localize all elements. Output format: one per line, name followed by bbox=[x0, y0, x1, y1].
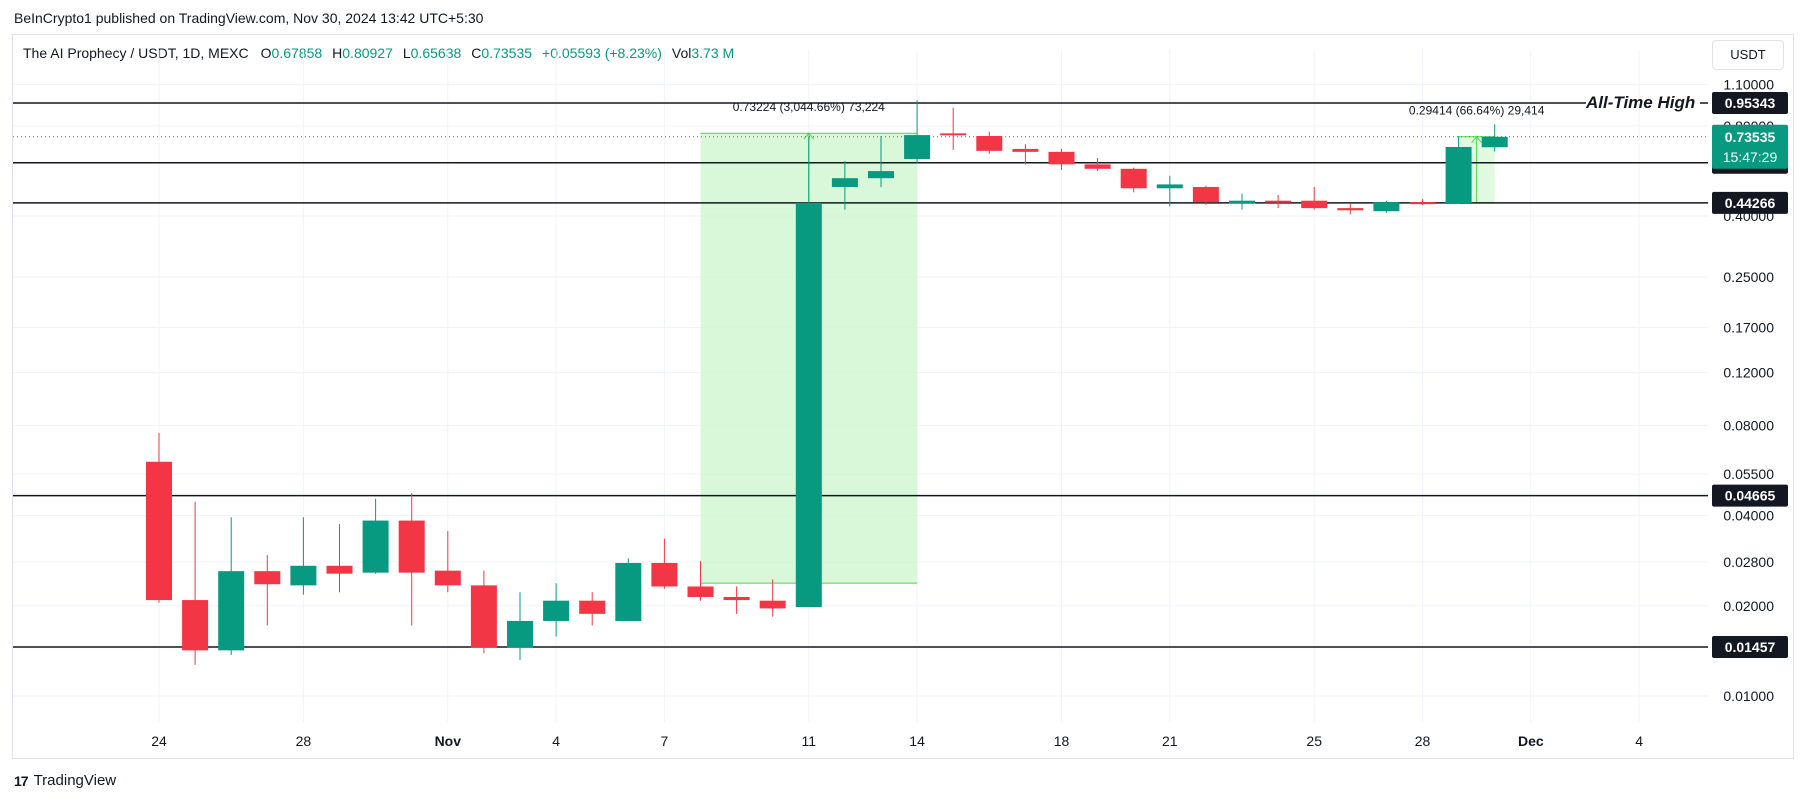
level-price-label: 0.04665 bbox=[1725, 488, 1776, 504]
candle-body[interactable] bbox=[723, 596, 750, 601]
x-tick-label: 28 bbox=[1415, 733, 1431, 749]
candle-body[interactable] bbox=[940, 133, 967, 136]
candle-body[interactable] bbox=[543, 600, 570, 621]
candle-body[interactable] bbox=[1409, 202, 1436, 205]
change-value: +0.05593 (+8.23%) bbox=[542, 45, 662, 61]
x-tick-label: Dec bbox=[1518, 733, 1544, 749]
x-tick-label: 21 bbox=[1162, 733, 1178, 749]
candle-body[interactable] bbox=[795, 202, 822, 608]
candle-body[interactable] bbox=[1048, 151, 1075, 165]
candle-body[interactable] bbox=[398, 520, 425, 573]
x-tick-label: Nov bbox=[435, 733, 462, 749]
open-value: 0.67858 bbox=[271, 45, 323, 61]
candle-body[interactable] bbox=[759, 600, 786, 609]
high-value: 0.80927 bbox=[342, 45, 393, 61]
candle-body[interactable] bbox=[687, 586, 714, 597]
candle-body[interactable] bbox=[434, 570, 461, 586]
measure-label: 0.29414 (66.64%) 29,414 bbox=[1409, 104, 1545, 118]
tradingview-footer[interactable]: 17 TradingView bbox=[14, 772, 116, 789]
current-price-label: 0.73535 bbox=[1725, 129, 1776, 145]
ath-annotation: All-Time High bbox=[1585, 93, 1695, 112]
candle-body[interactable] bbox=[146, 461, 172, 601]
candle-body[interactable] bbox=[615, 562, 642, 621]
level-price-badge bbox=[1712, 636, 1788, 658]
x-tick-label: 4 bbox=[552, 733, 560, 749]
candle-body[interactable] bbox=[1481, 136, 1508, 148]
y-tick-label: 0.02000 bbox=[1723, 598, 1774, 614]
candle-body[interactable] bbox=[362, 520, 389, 573]
symbol-title[interactable]: The AI Prophecy / USDT, 1D, MEXC bbox=[23, 45, 249, 61]
x-tick-label: 14 bbox=[909, 733, 925, 749]
volume-value: 3.73 M bbox=[691, 45, 735, 61]
candle-body[interactable] bbox=[1229, 200, 1255, 204]
y-tick-label: 0.08000 bbox=[1723, 417, 1774, 433]
bar-countdown-label: 15:47:29 bbox=[1723, 149, 1778, 165]
level-price-label: 0.01457 bbox=[1725, 639, 1776, 655]
level-price-badge bbox=[1712, 92, 1788, 114]
symbol-legend: The AI Prophecy / USDT, 1D, MEXC O0.67858… bbox=[23, 45, 744, 61]
candle-body[interactable] bbox=[1265, 200, 1292, 203]
candle-body[interactable] bbox=[290, 565, 317, 586]
low-label: L bbox=[402, 45, 411, 61]
measure-label: 0.73224 (3,044.66%) 73,224 bbox=[733, 100, 885, 114]
candle-body[interactable] bbox=[831, 178, 858, 187]
level-price-badge bbox=[1712, 191, 1788, 214]
candle-body[interactable] bbox=[1445, 146, 1472, 204]
candle-body[interactable] bbox=[326, 565, 353, 574]
chart-frame bbox=[12, 34, 1794, 759]
candle-body[interactable] bbox=[218, 571, 245, 651]
x-tick-label: 4 bbox=[1635, 733, 1643, 749]
candle-body[interactable] bbox=[507, 620, 533, 648]
candle-body[interactable] bbox=[182, 600, 209, 651]
low-value: 0.65638 bbox=[410, 45, 462, 61]
x-tick-label: 7 bbox=[661, 733, 669, 749]
high-label: H bbox=[332, 45, 343, 61]
current-price-badge bbox=[1712, 124, 1788, 169]
candle-body[interactable] bbox=[1120, 168, 1147, 189]
x-tick-label: 11 bbox=[802, 733, 817, 749]
close-label: C bbox=[471, 45, 482, 61]
candle-body[interactable] bbox=[868, 171, 894, 179]
y-tick-label: 0.17000 bbox=[1723, 319, 1774, 335]
candle-body[interactable] bbox=[1301, 200, 1328, 209]
candle-body[interactable] bbox=[651, 562, 678, 587]
y-tick-label: 0.25000 bbox=[1723, 269, 1774, 285]
candle-body[interactable] bbox=[254, 571, 281, 585]
x-tick-label: 28 bbox=[296, 733, 312, 749]
y-tick-label: 0.02800 bbox=[1723, 554, 1774, 570]
level-price-badge bbox=[1712, 484, 1788, 507]
x-tick-label: 18 bbox=[1054, 733, 1070, 749]
candle-body[interactable] bbox=[470, 585, 497, 648]
y-tick-label: 1.10000 bbox=[1723, 76, 1774, 92]
level-price-label: 0.44266 bbox=[1725, 195, 1776, 211]
x-tick-label: 25 bbox=[1306, 733, 1322, 749]
y-tick-label: 0.01000 bbox=[1723, 688, 1774, 704]
currency-button[interactable]: USDT bbox=[1712, 40, 1784, 70]
publisher-line: BeInCrypto1 published on TradingView.com… bbox=[14, 10, 484, 26]
level-price-label: 0.95343 bbox=[1725, 95, 1776, 111]
candle-body[interactable] bbox=[579, 600, 606, 614]
x-tick-label: 24 bbox=[151, 733, 167, 749]
candle-body[interactable] bbox=[1192, 186, 1219, 203]
tradingview-logo-icon: 17 bbox=[14, 772, 29, 789]
candle-body[interactable] bbox=[1084, 164, 1111, 169]
open-label: O bbox=[260, 45, 272, 61]
candle-body[interactable] bbox=[976, 135, 1003, 151]
measure-arrow-head bbox=[1471, 135, 1483, 144]
y-tick-label: 0.04000 bbox=[1723, 508, 1774, 524]
candle-body[interactable] bbox=[1373, 202, 1400, 212]
y-tick-label: 0.12000 bbox=[1723, 365, 1774, 381]
candle-body[interactable] bbox=[1337, 208, 1364, 211]
candle-body[interactable] bbox=[904, 135, 931, 159]
close-value: 0.73535 bbox=[481, 45, 533, 61]
y-tick-label: 0.05500 bbox=[1723, 466, 1774, 482]
volume-label: Vol bbox=[671, 45, 692, 61]
tradingview-brand: TradingView bbox=[33, 772, 117, 789]
candle-body[interactable] bbox=[1156, 184, 1183, 189]
candle-body[interactable] bbox=[1012, 148, 1039, 152]
